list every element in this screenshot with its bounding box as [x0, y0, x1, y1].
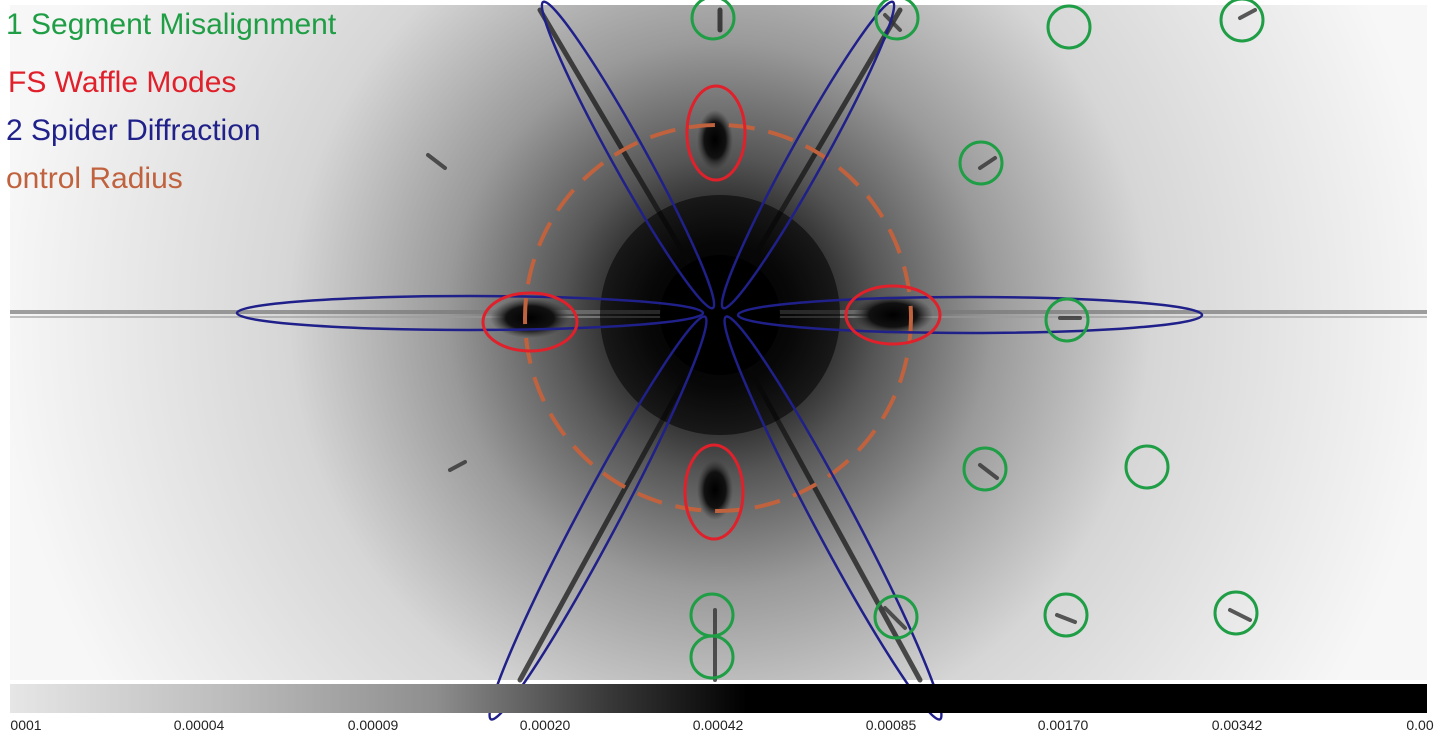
colorbar-tick: 0.00020 [519, 717, 571, 733]
segment-misalignment-markers [689, 0, 1265, 680]
legend-segment-misalignment: 1 Segment Misalignment [6, 8, 337, 41]
colorbar-tick: 0001 [10, 717, 42, 733]
colorbar-tick: 0.00 [1406, 717, 1434, 733]
legend-waffle-modes: FS Waffle Modes [8, 66, 237, 99]
colorbar-tick: 0.00342 [1211, 717, 1263, 733]
legend-control-radius: ontrol Radius [6, 162, 183, 195]
colorbar-tick: 0.00170 [1037, 717, 1089, 733]
colorbar-tick: 0.00085 [865, 717, 917, 733]
spider-diffraction-ellipses [235, 0, 1204, 721]
control-radius-circle [523, 123, 913, 513]
colorbar-tick: 0.00004 [173, 717, 225, 733]
legend-spider-diffraction: 2 Spider Diffraction [6, 114, 261, 147]
colorbar [10, 684, 1427, 713]
waffle-mode-markers [481, 84, 942, 541]
colorbar-tick: 0.00009 [347, 717, 399, 733]
colorbar-tick: 0.00042 [692, 717, 744, 733]
